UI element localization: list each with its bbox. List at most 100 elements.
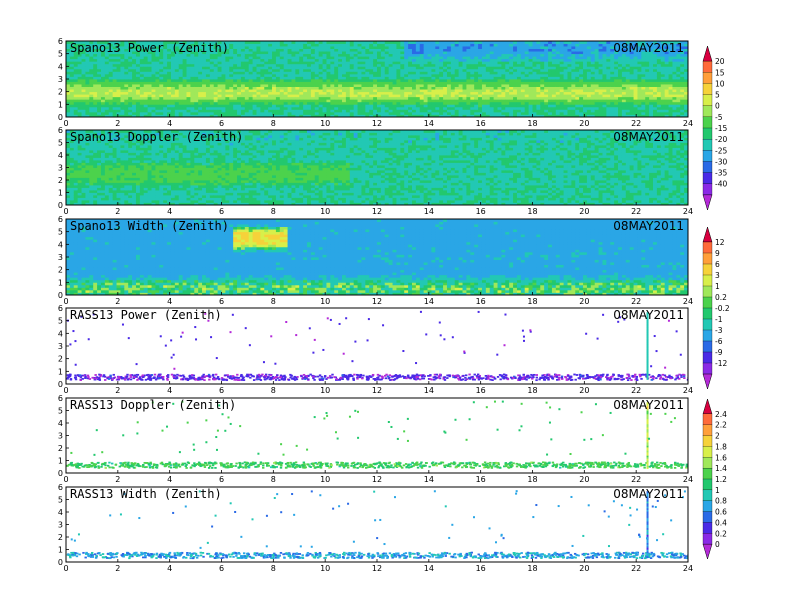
heat-cell [621, 89, 627, 93]
heat-cell [563, 109, 568, 113]
heat-cell [536, 79, 541, 82]
heat-cell [279, 79, 285, 82]
heat-cell [66, 76, 71, 80]
heat-cell [384, 51, 390, 55]
heat-cell [310, 66, 316, 70]
heat-cell [548, 101, 553, 105]
heat-cell [559, 53, 564, 57]
heat-cell [279, 86, 285, 90]
heat-cell [446, 58, 452, 62]
heat-cell [330, 73, 335, 77]
heat-cell [443, 66, 448, 70]
heat-cell [81, 172, 86, 176]
heat-cell [361, 63, 366, 67]
heat-cell [396, 73, 401, 77]
heat-cell [357, 111, 362, 115]
heat-cell [684, 73, 688, 77]
heat-cell [221, 58, 226, 62]
heat-cell [404, 101, 409, 105]
heat-cell [548, 81, 553, 85]
heat-cell [606, 53, 611, 57]
heat-cell [275, 61, 281, 65]
heat-cell [633, 79, 638, 82]
heat-cell [548, 68, 553, 72]
heat-cell [260, 51, 265, 55]
heat-cell [641, 48, 646, 52]
heat-cell [225, 51, 230, 55]
heat-cell [268, 91, 273, 95]
heat-cell [174, 71, 180, 75]
heat-cell [384, 56, 390, 60]
heat-cell [614, 89, 619, 93]
heat-cell [513, 53, 518, 57]
heat-cell [194, 79, 199, 82]
heat-cell [474, 96, 479, 100]
heat-cell [474, 73, 479, 77]
heat-cell [427, 73, 432, 77]
heat-cell [532, 66, 537, 70]
heat-cell [528, 89, 533, 93]
heat-cell [252, 68, 257, 72]
heat-cell [373, 94, 378, 98]
heat-cell [264, 81, 269, 85]
heat-cell [415, 56, 421, 60]
heat-cell [470, 53, 475, 57]
heat-cell [637, 109, 642, 113]
heat-cell [633, 91, 638, 95]
heat-cell [93, 84, 98, 87]
heat-cell [93, 41, 98, 44]
heat-cell [205, 99, 211, 103]
heat-cell [660, 58, 666, 62]
heat-cell [672, 89, 677, 93]
heat-cell [540, 68, 545, 72]
heat-cell [116, 99, 121, 103]
heat-cell [81, 76, 86, 80]
heat-cell [606, 81, 611, 85]
heat-cell [132, 104, 137, 108]
heat-cell [69, 81, 75, 85]
heat-cell [240, 111, 246, 115]
heat-cell [307, 76, 312, 80]
heat-cell [629, 109, 634, 113]
heat-cell [454, 73, 460, 77]
heat-cell [645, 106, 650, 110]
heat-cell [400, 79, 405, 82]
heat-cell [303, 76, 308, 80]
heat-cell [279, 63, 285, 67]
heat-cell [466, 68, 471, 72]
heat-cell [69, 147, 75, 151]
heat-cell [205, 58, 211, 62]
heat-cell [435, 104, 440, 108]
heat-cell [353, 61, 358, 65]
heat-cell [384, 81, 390, 85]
heat-cell [159, 106, 164, 110]
heat-cell [415, 43, 421, 47]
heat-cell [299, 81, 304, 85]
heat-cell [466, 94, 471, 98]
heat-cell [345, 96, 351, 100]
heat-cell [365, 68, 370, 72]
heat-cell [326, 43, 331, 47]
heat-cell [590, 79, 596, 82]
heat-cell [505, 111, 510, 115]
heat-cell [559, 76, 564, 80]
heat-cell [361, 76, 366, 80]
heat-cell [656, 109, 662, 113]
heat-cell [489, 66, 495, 70]
heat-cell [583, 48, 588, 52]
heat-cell [264, 56, 269, 60]
heat-cell [283, 111, 288, 115]
heat-cell [310, 91, 316, 95]
heat-cell [202, 89, 207, 93]
heat-cell [151, 94, 156, 98]
heat-cell [645, 63, 650, 67]
heat-cell [590, 56, 596, 60]
heat-cell [248, 109, 253, 113]
heat-cell [641, 101, 646, 105]
heat-cell [629, 53, 634, 57]
heat-cell [159, 101, 164, 105]
heat-cell [474, 94, 479, 98]
heat-cell [244, 71, 250, 75]
heat-cell [135, 86, 141, 90]
heat-cell [563, 53, 568, 57]
